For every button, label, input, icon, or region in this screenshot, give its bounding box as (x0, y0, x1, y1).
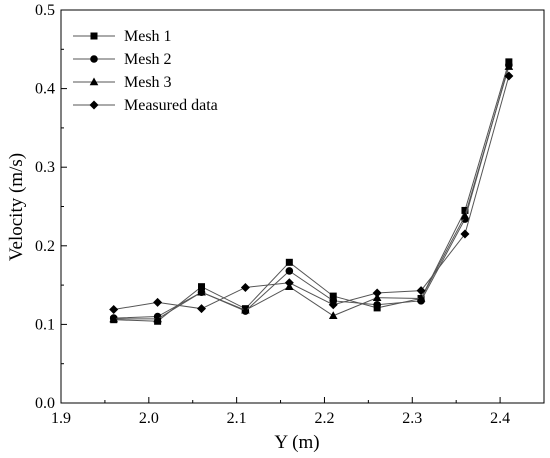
data-point (153, 314, 162, 323)
data-point (329, 292, 337, 300)
data-point (416, 286, 426, 296)
data-point (461, 206, 469, 214)
data-point (460, 211, 470, 220)
data-point (373, 300, 381, 309)
x-tick-label: 2.4 (490, 410, 510, 427)
y-axis-title-group: Velocity (m/s) (6, 153, 27, 261)
data-point (241, 305, 250, 314)
x-tick-label: 2.0 (139, 410, 159, 427)
data-point (328, 311, 338, 320)
data-point (504, 62, 514, 70)
data-point (109, 304, 119, 314)
data-point (153, 297, 163, 307)
data-point (284, 278, 294, 288)
series-line (113, 64, 510, 319)
y-tick-label: 0.4 (35, 81, 55, 98)
legend-marker (90, 55, 98, 63)
x-tick-label: 1.9 (51, 410, 71, 427)
data-point (285, 267, 294, 275)
legend-marker (90, 32, 98, 40)
data-point (197, 287, 206, 296)
plot-frame (60, 9, 545, 404)
data-point (460, 229, 470, 239)
legend-label: Measured data (124, 97, 218, 114)
data-point (372, 288, 382, 298)
data-point (504, 71, 514, 81)
legend-label: Mesh 1 (124, 28, 172, 45)
series-4 (109, 71, 514, 314)
series-line (113, 75, 510, 310)
plot-area: 1.9 2.0 2.1 2.2 2.3 2.4 0.0 0.1 0.2 0.3 0.4 0.5 Mesh… (35, 2, 545, 427)
data-point (328, 300, 338, 310)
data-point (416, 293, 426, 302)
legend-label: Mesh 2 (124, 51, 172, 68)
x-tick-label: 2.1 (227, 410, 247, 427)
data-point (109, 314, 118, 323)
legend-label: Mesh 3 (124, 74, 172, 91)
x-axis-title: Y (m) (274, 432, 319, 453)
x-tick-label: 2.3 (402, 410, 422, 427)
y-tick-label: 0.5 (35, 2, 55, 19)
data-point (198, 283, 206, 291)
data-point (197, 304, 207, 314)
legend: Mesh 1 Mesh 2 Mesh 3 Measured data (73, 28, 218, 114)
y-axis-title: Velocity (m/s) (6, 153, 27, 261)
y-tick-label: 0.2 (35, 238, 55, 255)
y-tick-label: 0.3 (35, 159, 55, 176)
y-tick-label: 0.1 (35, 316, 55, 333)
x-tick-label: 2.2 (314, 410, 334, 427)
y-tick-label: 0.0 (35, 395, 55, 412)
data-point (285, 258, 293, 266)
legend-marker (89, 100, 99, 110)
data-point (240, 282, 250, 292)
legend-marker (89, 77, 99, 86)
